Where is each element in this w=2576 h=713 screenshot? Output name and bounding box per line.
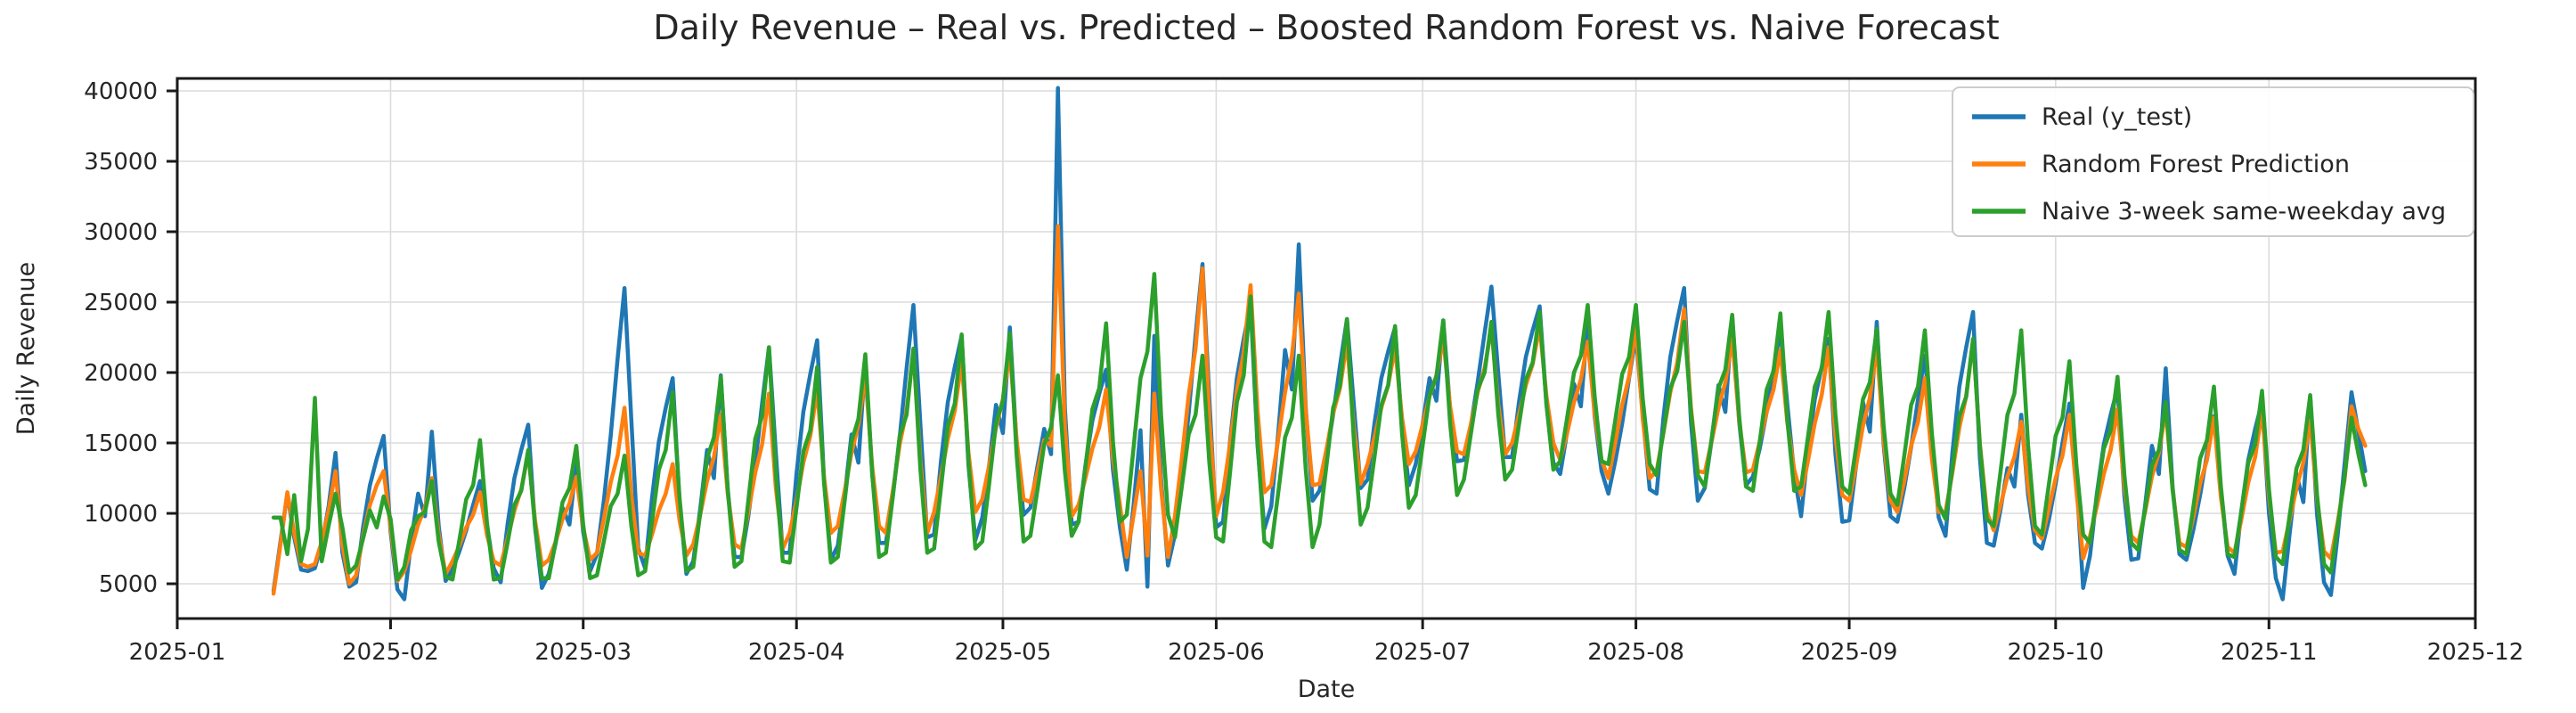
x-tick-label: 2025-01 bbox=[129, 639, 226, 666]
series-line-naive-3-week-same-weekday-avg bbox=[271, 272, 2368, 582]
plot-border bbox=[175, 77, 2477, 620]
legend: Real (y_test) Random Forest Prediction Nai… bbox=[1952, 86, 2474, 237]
legend-label: Naive 3-week same-weekday avg bbox=[2042, 198, 2446, 225]
chart-title: Daily Revenue – Real vs. Predicted – Boo… bbox=[653, 8, 1999, 47]
legend-label: Real (y_test) bbox=[2042, 103, 2192, 131]
y-tick-label: 30000 bbox=[84, 219, 158, 246]
x-tick-label: 2025-08 bbox=[1587, 639, 1684, 666]
series-line-random-forest-prediction bbox=[271, 224, 2368, 596]
legend-label: Random Forest Prediction bbox=[2042, 151, 2350, 178]
series-line-real-y-test bbox=[271, 86, 2368, 602]
y-tick-label: 10000 bbox=[84, 501, 158, 528]
x-tick-label: 2025-11 bbox=[2221, 639, 2318, 666]
y-tick-label: 40000 bbox=[84, 78, 158, 105]
series-layer bbox=[271, 86, 2368, 602]
y-tick-label: 20000 bbox=[84, 360, 158, 387]
y-tick-label: 25000 bbox=[84, 290, 158, 316]
legend-box bbox=[1952, 86, 2474, 237]
x-tick-label: 2025-03 bbox=[534, 639, 632, 666]
y-axis-label: Daily Revenue bbox=[12, 262, 40, 435]
x-tick-label: 2025-02 bbox=[342, 639, 439, 666]
x-tick-label: 2025-05 bbox=[955, 639, 1052, 666]
x-tick-label: 2025-07 bbox=[1374, 639, 1471, 666]
x-axis-label: Date bbox=[1298, 676, 1356, 703]
x-tick-label: 2025-12 bbox=[2427, 639, 2524, 666]
tick-layer: 2025-01 2025-02 2025-03 2025-04 2025-05 2025-… bbox=[84, 78, 2523, 666]
y-tick-label: 5000 bbox=[99, 571, 158, 598]
y-tick-label: 15000 bbox=[84, 430, 158, 457]
x-tick-label: 2025-09 bbox=[1801, 639, 1898, 666]
x-tick-label: 2025-10 bbox=[2007, 639, 2104, 666]
y-tick-label: 35000 bbox=[84, 149, 158, 176]
x-tick-label: 2025-06 bbox=[1168, 639, 1265, 666]
x-tick-label: 2025-04 bbox=[748, 639, 845, 666]
